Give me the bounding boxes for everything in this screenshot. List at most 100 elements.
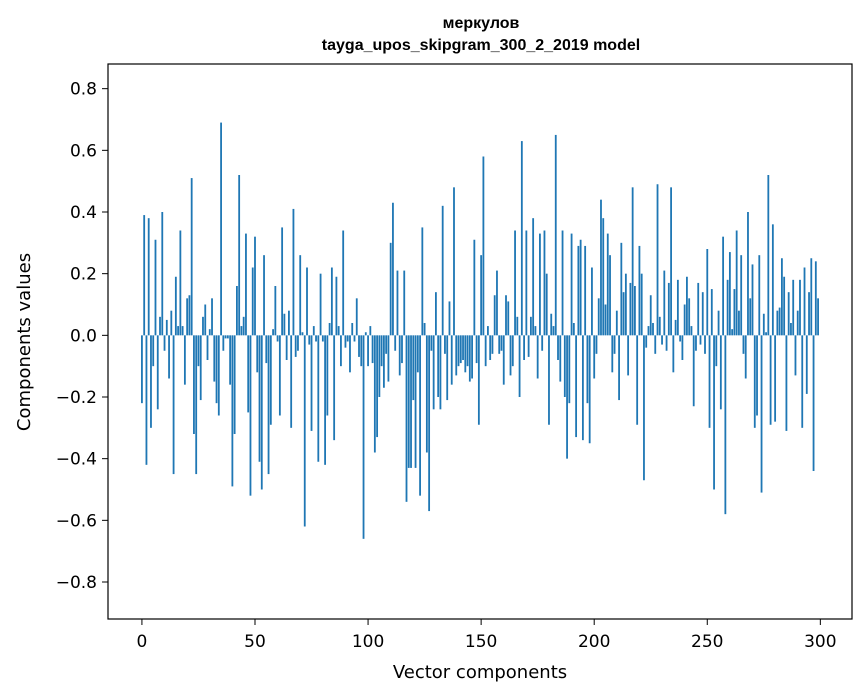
bar-125	[423, 323, 426, 336]
bar-2	[145, 335, 148, 465]
bar-240	[683, 304, 686, 336]
bar-172	[529, 316, 532, 336]
bar-271	[753, 335, 756, 428]
bar-95	[355, 298, 358, 336]
bar-10	[163, 335, 166, 351]
bar-44	[240, 326, 243, 336]
bar-45	[242, 316, 245, 336]
bar-155	[491, 335, 494, 354]
bar-103	[373, 335, 376, 453]
bar-4	[150, 335, 152, 428]
bar-175	[536, 335, 539, 379]
bar-98	[362, 335, 365, 539]
bar-81	[324, 335, 326, 465]
bar-187	[563, 335, 566, 397]
bar-259	[726, 279, 729, 336]
bar-156	[493, 295, 496, 336]
bar-147	[473, 239, 476, 336]
bar-26	[199, 335, 202, 401]
bar-278	[769, 335, 772, 425]
bar-41	[233, 335, 236, 434]
bar-77	[315, 335, 317, 342]
bar-16	[177, 326, 180, 336]
bar-206	[606, 233, 609, 336]
bar-80	[321, 335, 324, 342]
bar-92	[349, 335, 351, 373]
bar-154	[489, 335, 492, 360]
bar-65	[288, 310, 290, 336]
bar-295	[808, 292, 810, 336]
bar-29	[206, 335, 209, 360]
bar-233	[667, 282, 670, 336]
bar-116	[403, 270, 406, 336]
bar-205	[604, 304, 607, 336]
bar-299	[817, 298, 819, 336]
bar-105	[378, 335, 381, 397]
bar-71	[301, 332, 304, 336]
bar-35	[220, 122, 222, 336]
bar-136	[448, 301, 451, 336]
bar-269	[749, 298, 752, 336]
bar-132	[439, 335, 442, 410]
x-tick-label: 50	[244, 632, 266, 652]
bar-265	[740, 255, 743, 336]
bar-123	[419, 335, 421, 496]
bar-223	[645, 335, 648, 348]
bar-34	[217, 335, 220, 416]
bar-70	[299, 255, 302, 336]
bar-235	[672, 335, 675, 373]
bar-262	[733, 289, 736, 336]
bar-193	[577, 245, 580, 336]
bar-192	[575, 335, 578, 438]
bar-146	[471, 335, 473, 379]
bar-164	[511, 335, 514, 367]
bar-54	[263, 255, 265, 336]
bar-254	[715, 335, 718, 367]
bar-289	[794, 335, 797, 376]
bar-53	[260, 335, 263, 490]
plot-frame	[107, 63, 853, 620]
bar-283	[780, 258, 783, 336]
bar-143	[464, 335, 467, 373]
bar-48	[249, 335, 252, 496]
bar-112	[394, 335, 397, 351]
bar-165	[514, 230, 516, 336]
bar-212	[620, 242, 623, 336]
y-tick-label: −0.8	[56, 573, 97, 593]
bar-244	[692, 335, 695, 407]
bar-122	[416, 335, 419, 373]
bar-46	[245, 233, 247, 336]
bar-294	[805, 335, 808, 394]
bar-263	[735, 230, 738, 336]
bar-55	[265, 335, 268, 364]
bar-139	[455, 335, 458, 376]
bar-266	[742, 335, 745, 354]
bar-226	[652, 323, 654, 336]
bar-124	[421, 227, 424, 336]
bar-60	[276, 335, 279, 342]
bar-200	[593, 335, 596, 379]
bar-171	[527, 335, 530, 357]
bar-111	[392, 202, 394, 336]
bar-159	[500, 335, 503, 351]
bar-280	[774, 335, 777, 422]
bar-247	[699, 335, 702, 345]
y-tick-label: −0.2	[56, 388, 97, 408]
bar-18	[181, 326, 184, 336]
bar-180	[548, 335, 550, 425]
bar-250	[706, 249, 709, 336]
bar-160	[502, 335, 505, 385]
bar-281	[776, 310, 779, 336]
bars-group	[141, 122, 819, 539]
bar-238	[679, 335, 682, 342]
bar-185	[559, 335, 562, 382]
bar-249	[704, 335, 706, 354]
bar-66	[290, 335, 293, 428]
bar-56	[267, 335, 270, 475]
bar-182	[552, 326, 555, 336]
bar-178	[543, 230, 546, 336]
bar-219	[636, 335, 639, 425]
bar-47	[247, 335, 250, 413]
bar-12	[168, 335, 170, 379]
bar-150	[480, 255, 483, 336]
